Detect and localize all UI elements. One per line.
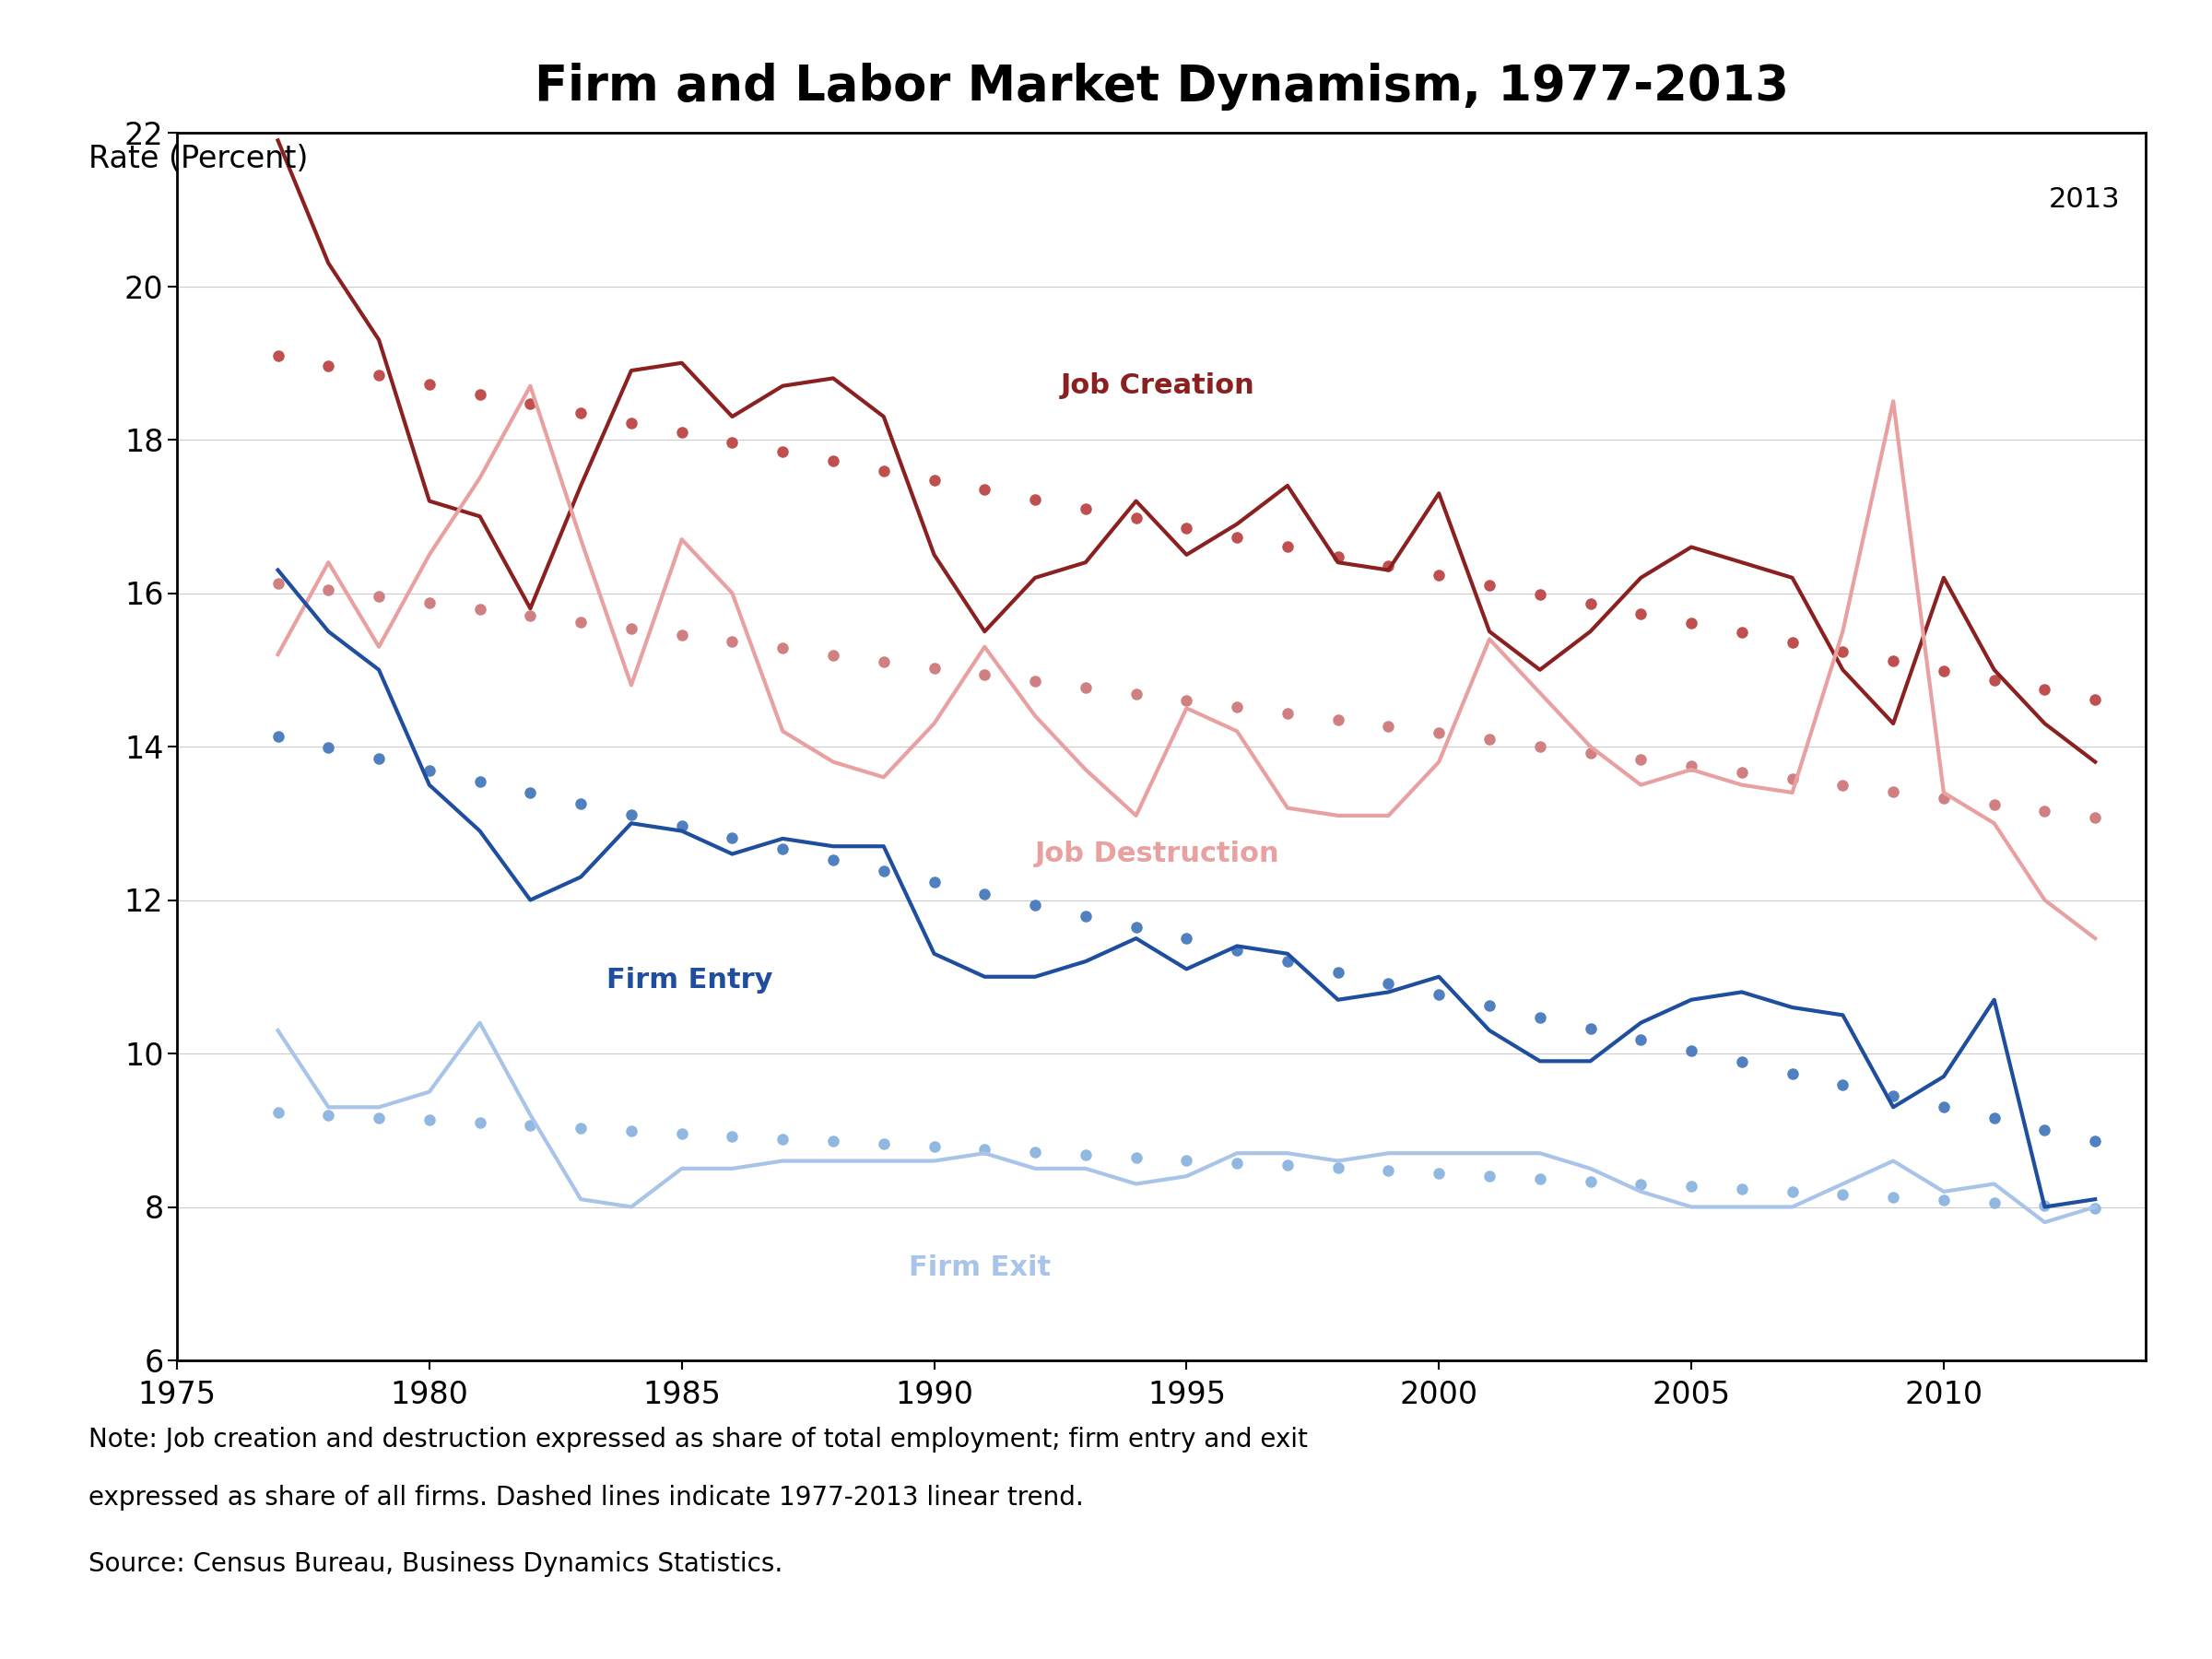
Text: Note: Job creation and destruction expressed as share of total employment; firm : Note: Job creation and destruction expre… [88, 1427, 1307, 1453]
Text: Job Creation: Job Creation [1060, 372, 1254, 400]
Text: Firm Exit: Firm Exit [909, 1254, 1051, 1281]
Text: Firm Entry: Firm Entry [606, 967, 772, 994]
Text: Source: Census Bureau, Business Dynamics Statistics.: Source: Census Bureau, Business Dynamics… [88, 1551, 783, 1578]
Text: Rate (Percent): Rate (Percent) [88, 144, 307, 174]
Text: 2013: 2013 [2048, 186, 2121, 212]
Text: Job Destruction: Job Destruction [1035, 841, 1281, 868]
Title: Firm and Labor Market Dynamism, 1977-2013: Firm and Labor Market Dynamism, 1977-201… [533, 63, 1790, 111]
Text: expressed as share of all firms. Dashed lines indicate 1977-2013 linear trend.: expressed as share of all firms. Dashed … [88, 1485, 1084, 1511]
